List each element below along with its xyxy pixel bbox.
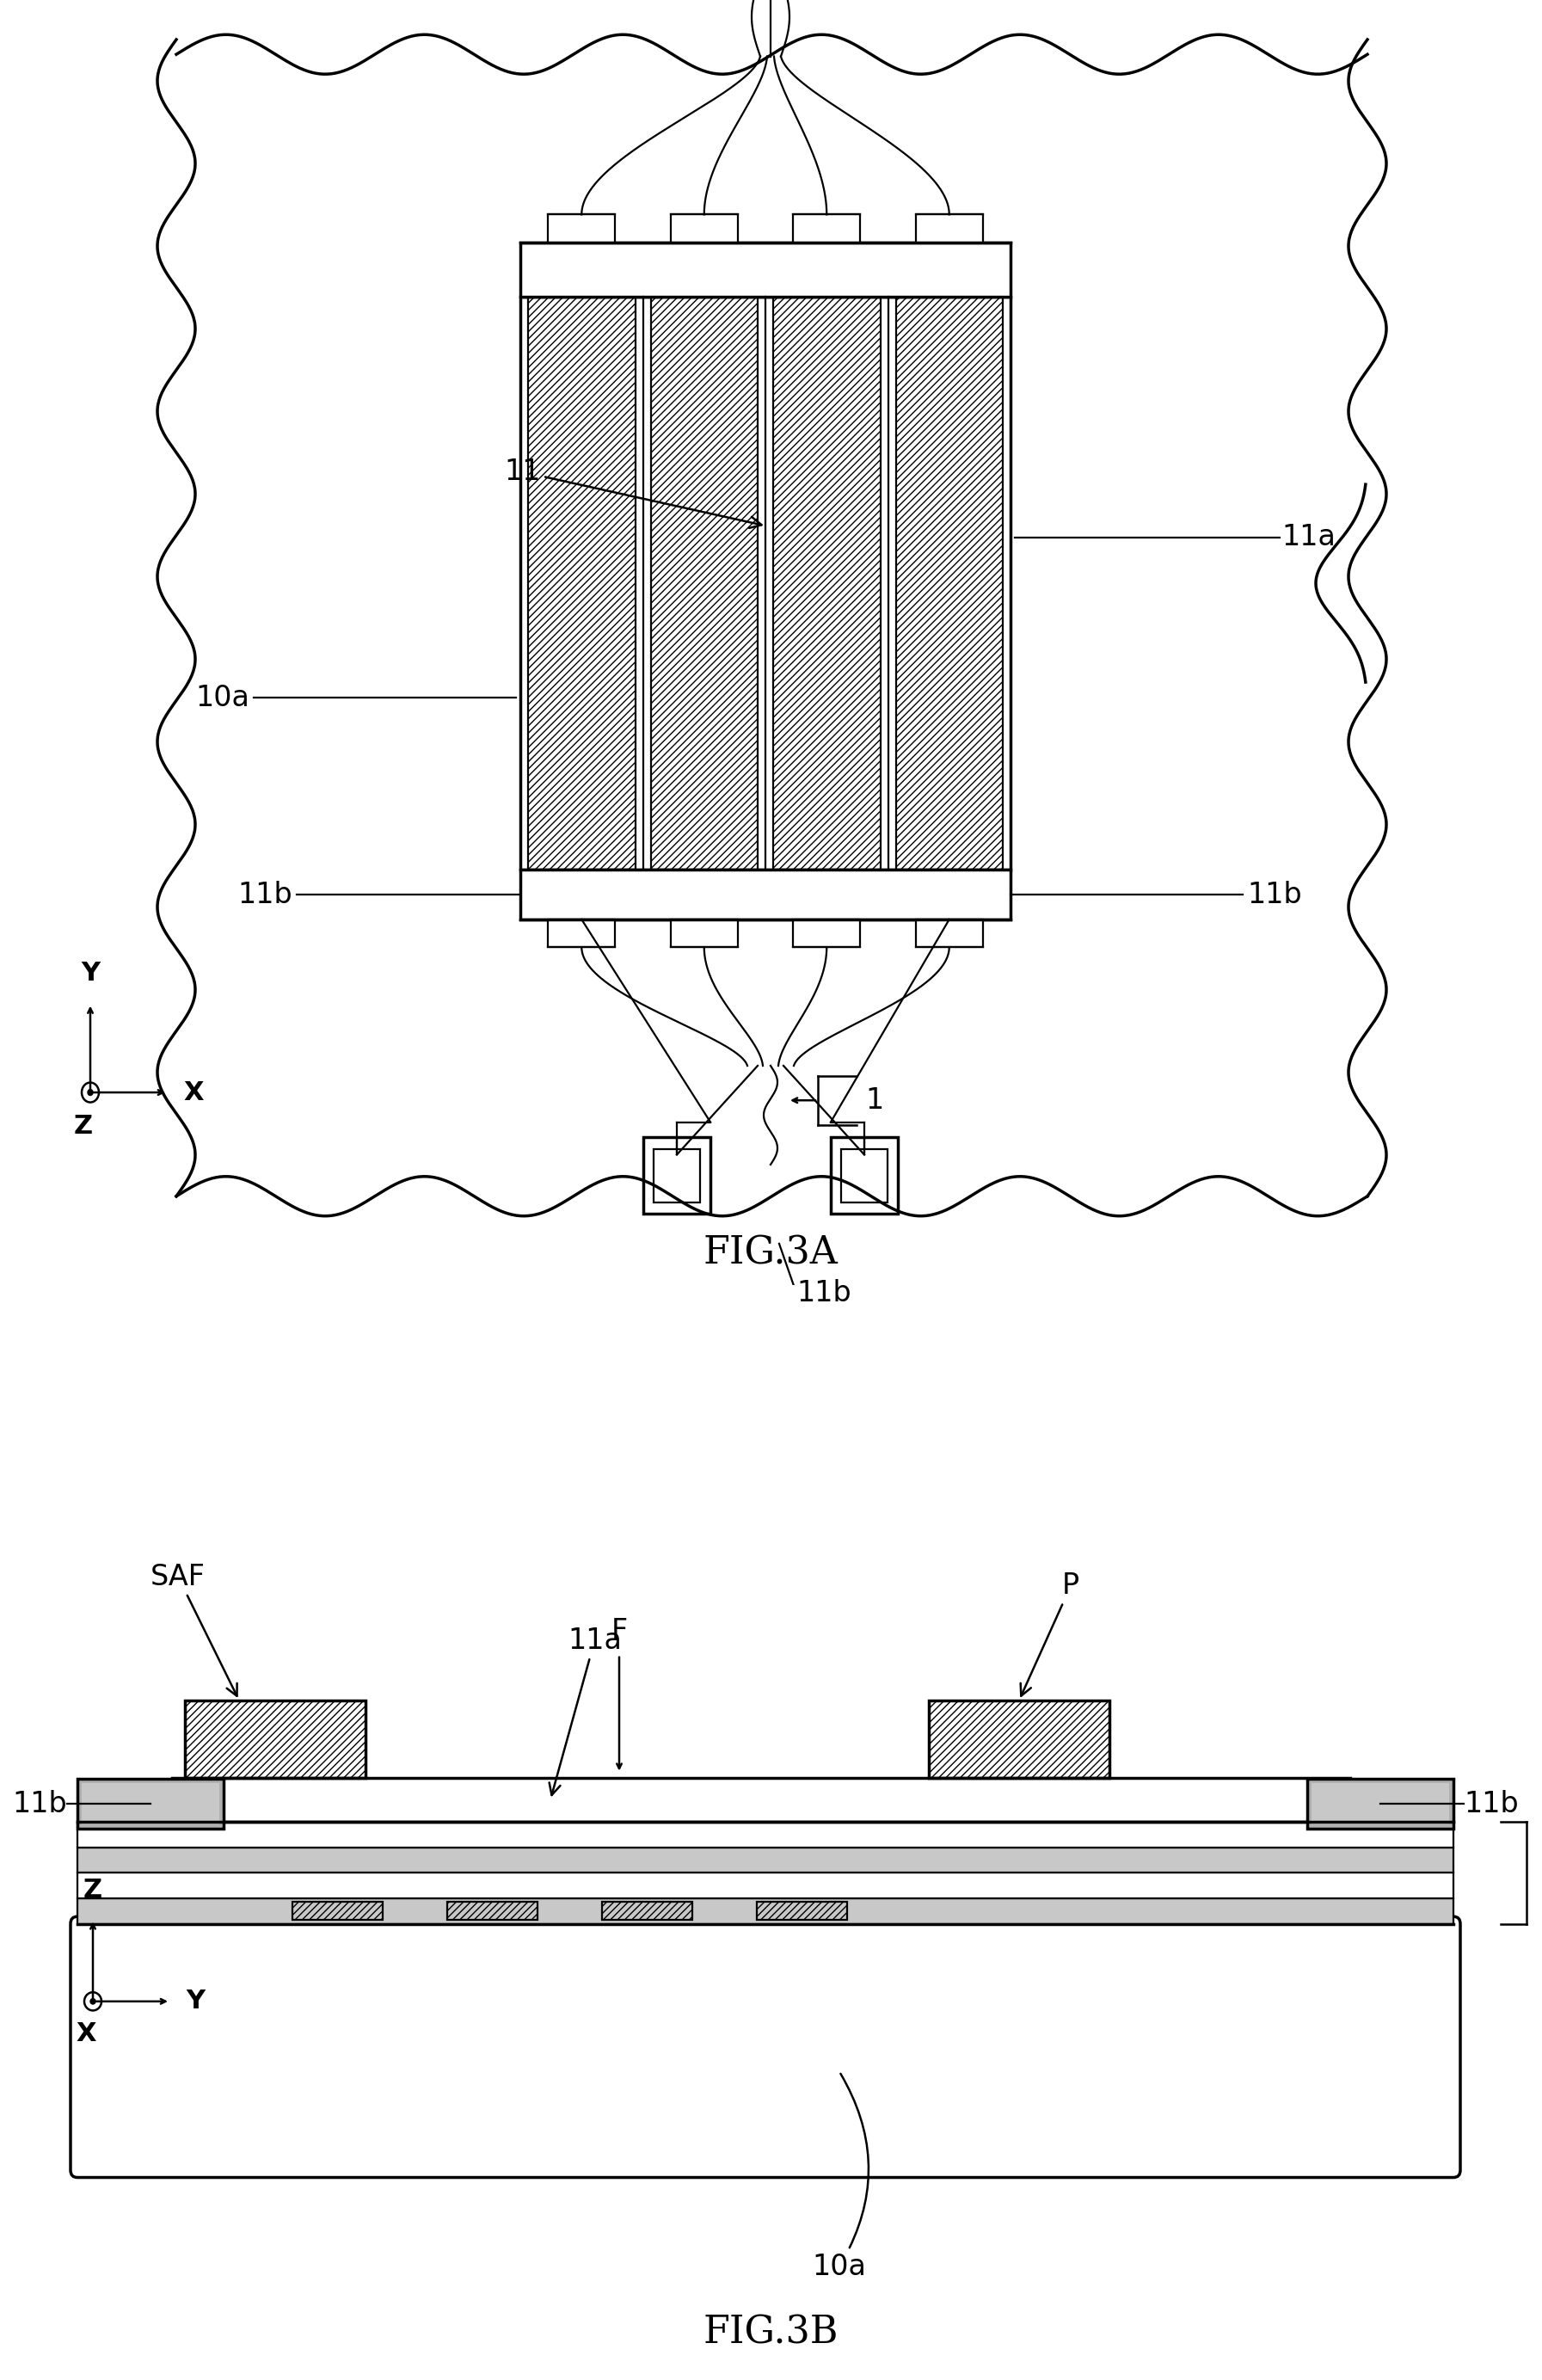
Text: F: F — [611, 1616, 628, 1645]
Bar — [547, 214, 615, 243]
FancyBboxPatch shape — [71, 1916, 1460, 2178]
Bar — [651, 298, 757, 871]
Bar — [77, 1821, 1454, 1847]
Text: 11a: 11a — [549, 1626, 621, 1795]
Bar — [77, 1899, 1454, 1923]
Bar — [77, 1873, 1454, 1899]
Bar — [896, 298, 1002, 871]
Bar — [527, 298, 635, 871]
Text: X: X — [183, 1081, 204, 1104]
Bar — [293, 1902, 382, 1921]
Bar — [671, 214, 737, 243]
Bar — [1308, 1778, 1454, 1828]
Bar — [520, 298, 1010, 871]
Bar — [1312, 1783, 1449, 1825]
Bar — [757, 1902, 847, 1921]
Bar — [793, 919, 860, 947]
Bar — [547, 919, 615, 947]
Text: X: X — [76, 2021, 96, 2047]
Text: 11a: 11a — [1281, 524, 1335, 552]
Text: Z: Z — [83, 1878, 102, 1904]
Bar — [77, 1778, 224, 1828]
Circle shape — [88, 1090, 93, 1095]
Text: Z: Z — [74, 1114, 93, 1140]
Bar — [82, 1783, 219, 1825]
Text: 11b: 11b — [12, 1790, 68, 1818]
Bar — [447, 1902, 538, 1921]
Text: SAF: SAF — [151, 1561, 237, 1697]
Bar — [520, 871, 1010, 919]
Text: P: P — [1021, 1571, 1079, 1697]
Text: Y: Y — [185, 1990, 205, 2013]
Text: 1: 1 — [865, 1085, 884, 1114]
Text: 10a: 10a — [813, 2073, 868, 2280]
Text: 10a: 10a — [196, 683, 250, 712]
Bar — [793, 214, 860, 243]
Bar — [928, 1699, 1109, 1778]
Bar — [671, 919, 737, 947]
Bar — [831, 1138, 897, 1214]
Bar — [601, 1902, 692, 1921]
Text: 11b: 11b — [796, 1278, 851, 1307]
Circle shape — [91, 1999, 96, 2004]
Bar — [77, 1847, 1454, 1873]
Text: 11b: 11b — [1247, 881, 1301, 909]
Bar — [916, 214, 982, 243]
Text: FIG.3A: FIG.3A — [703, 1235, 837, 1273]
Bar — [840, 1150, 888, 1202]
Bar — [773, 298, 880, 871]
Text: 11b: 11b — [237, 881, 293, 909]
Bar — [916, 919, 982, 947]
Bar — [173, 1778, 1351, 1821]
Text: 11b: 11b — [1463, 1790, 1519, 1818]
Bar — [520, 243, 1010, 298]
Bar — [643, 1138, 711, 1214]
Text: FIG.3B: FIG.3B — [703, 2313, 839, 2351]
Text: 11: 11 — [504, 457, 762, 528]
Bar — [185, 1699, 365, 1778]
Text: Y: Y — [80, 962, 100, 985]
Bar — [654, 1150, 700, 1202]
